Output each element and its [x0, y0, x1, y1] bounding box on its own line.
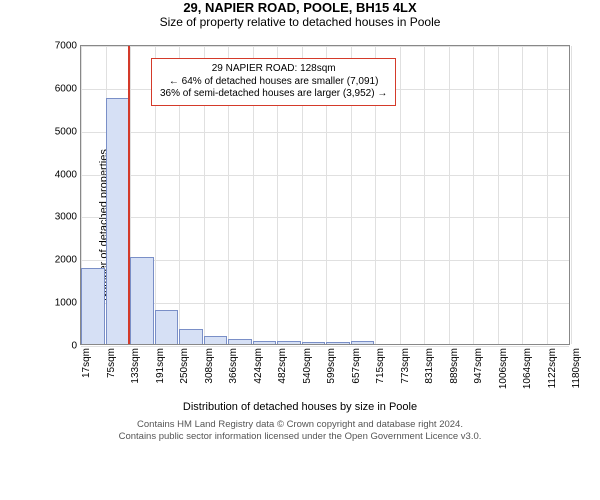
histogram-bar	[253, 341, 277, 344]
x-tick-label: 250sqm	[179, 348, 190, 384]
y-tick-label: 5000	[55, 126, 81, 137]
x-tick-label: 366sqm	[228, 348, 239, 384]
histogram-bar	[106, 98, 130, 344]
chart-container: Number of detached properties 0100020003…	[20, 35, 580, 415]
x-tick-label: 947sqm	[473, 348, 484, 384]
gridline-v	[400, 46, 401, 344]
footer-line-1: Contains HM Land Registry data © Crown c…	[0, 419, 600, 431]
chart-title: 29, NAPIER ROAD, POOLE, BH15 4LX	[0, 0, 600, 15]
x-tick-label: 540sqm	[302, 348, 313, 384]
histogram-bar	[302, 342, 326, 344]
x-axis-label: Distribution of detached houses by size …	[183, 401, 417, 413]
x-tick-label: 657sqm	[351, 348, 362, 384]
y-tick-label: 1000	[55, 298, 81, 309]
gridline-v	[424, 46, 425, 344]
histogram-bar	[326, 342, 350, 344]
x-tick-label: 1064sqm	[522, 348, 533, 389]
histogram-bar	[204, 336, 228, 344]
y-tick-label: 3000	[55, 212, 81, 223]
x-tick-label: 889sqm	[449, 348, 460, 384]
y-tick-label: 0	[71, 341, 81, 352]
x-tick-label: 599sqm	[326, 348, 337, 384]
histogram-bar	[81, 268, 105, 344]
x-tick-label: 191sqm	[155, 348, 166, 384]
annotation-line: ← 64% of detached houses are smaller (7,…	[160, 76, 387, 89]
x-tick-label: 831sqm	[424, 348, 435, 384]
gridline-h	[81, 346, 569, 347]
x-tick-label: 17sqm	[81, 348, 92, 378]
gridline-v	[449, 46, 450, 344]
annotation-line: 36% of semi-detached houses are larger (…	[160, 88, 387, 101]
chart-subtitle: Size of property relative to detached ho…	[0, 15, 600, 29]
x-tick-label: 1180sqm	[571, 348, 582, 388]
histogram-bar	[155, 310, 179, 344]
y-tick-label: 4000	[55, 169, 81, 180]
annotation-line: 29 NAPIER ROAD: 128sqm	[160, 63, 387, 76]
histogram-bar	[351, 341, 375, 344]
annotation-box: 29 NAPIER ROAD: 128sqm← 64% of detached …	[151, 58, 396, 106]
x-tick-label: 1006sqm	[498, 348, 509, 389]
x-tick-label: 133sqm	[130, 348, 141, 384]
y-tick-label: 6000	[55, 83, 81, 94]
x-tick-label: 715sqm	[375, 348, 386, 384]
histogram-bar	[277, 341, 301, 344]
histogram-bar	[228, 339, 252, 344]
x-tick-label: 75sqm	[106, 348, 117, 378]
y-tick-label: 7000	[55, 41, 81, 52]
histogram-bar	[179, 329, 203, 344]
gridline-v	[498, 46, 499, 344]
gridline-v	[522, 46, 523, 344]
footer-attribution: Contains HM Land Registry data © Crown c…	[0, 419, 600, 444]
property-marker-line	[128, 46, 130, 344]
x-tick-label: 308sqm	[204, 348, 215, 384]
x-tick-label: 424sqm	[253, 348, 264, 384]
y-tick-label: 2000	[55, 255, 81, 266]
gridline-v	[473, 46, 474, 344]
x-tick-label: 773sqm	[400, 348, 411, 384]
gridline-v	[547, 46, 548, 344]
histogram-bar	[130, 257, 154, 344]
gridline-v	[571, 46, 572, 344]
plot-area: 0100020003000400050006000700017sqm75sqm1…	[80, 45, 570, 345]
footer-line-2: Contains public sector information licen…	[0, 431, 600, 443]
x-tick-label: 482sqm	[277, 348, 288, 384]
x-tick-label: 1122sqm	[547, 348, 558, 388]
